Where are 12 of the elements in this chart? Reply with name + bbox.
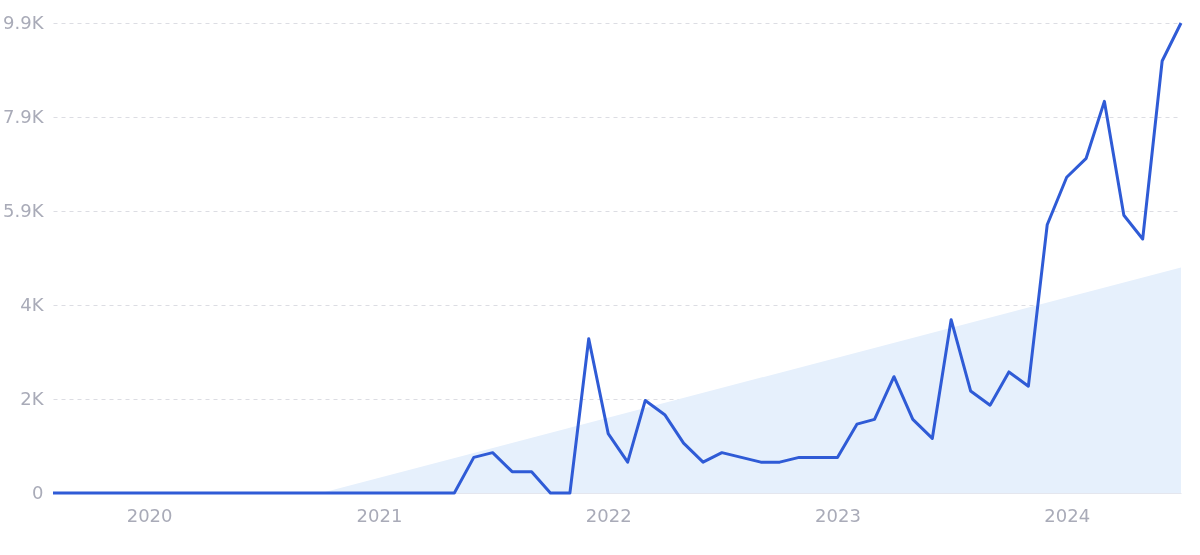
- y-tick-label: 9.9K: [3, 11, 45, 33]
- line-series: [51, 21, 1183, 495]
- y-tick-label: 7.9K: [3, 105, 45, 127]
- y-tick-label: 0: [32, 481, 44, 503]
- y-tick-label: 5.9K: [3, 199, 45, 221]
- x-tick-label: 2023: [815, 504, 861, 526]
- x-tick-label: 2020: [126, 504, 173, 526]
- y-tick-label: 4K: [20, 293, 45, 315]
- x-tick-label: 2021: [356, 504, 403, 526]
- x-tick-label: 2022: [585, 504, 632, 526]
- y-tick-label: 2K: [20, 387, 45, 409]
- x-tick-label: 2024: [1044, 504, 1091, 526]
